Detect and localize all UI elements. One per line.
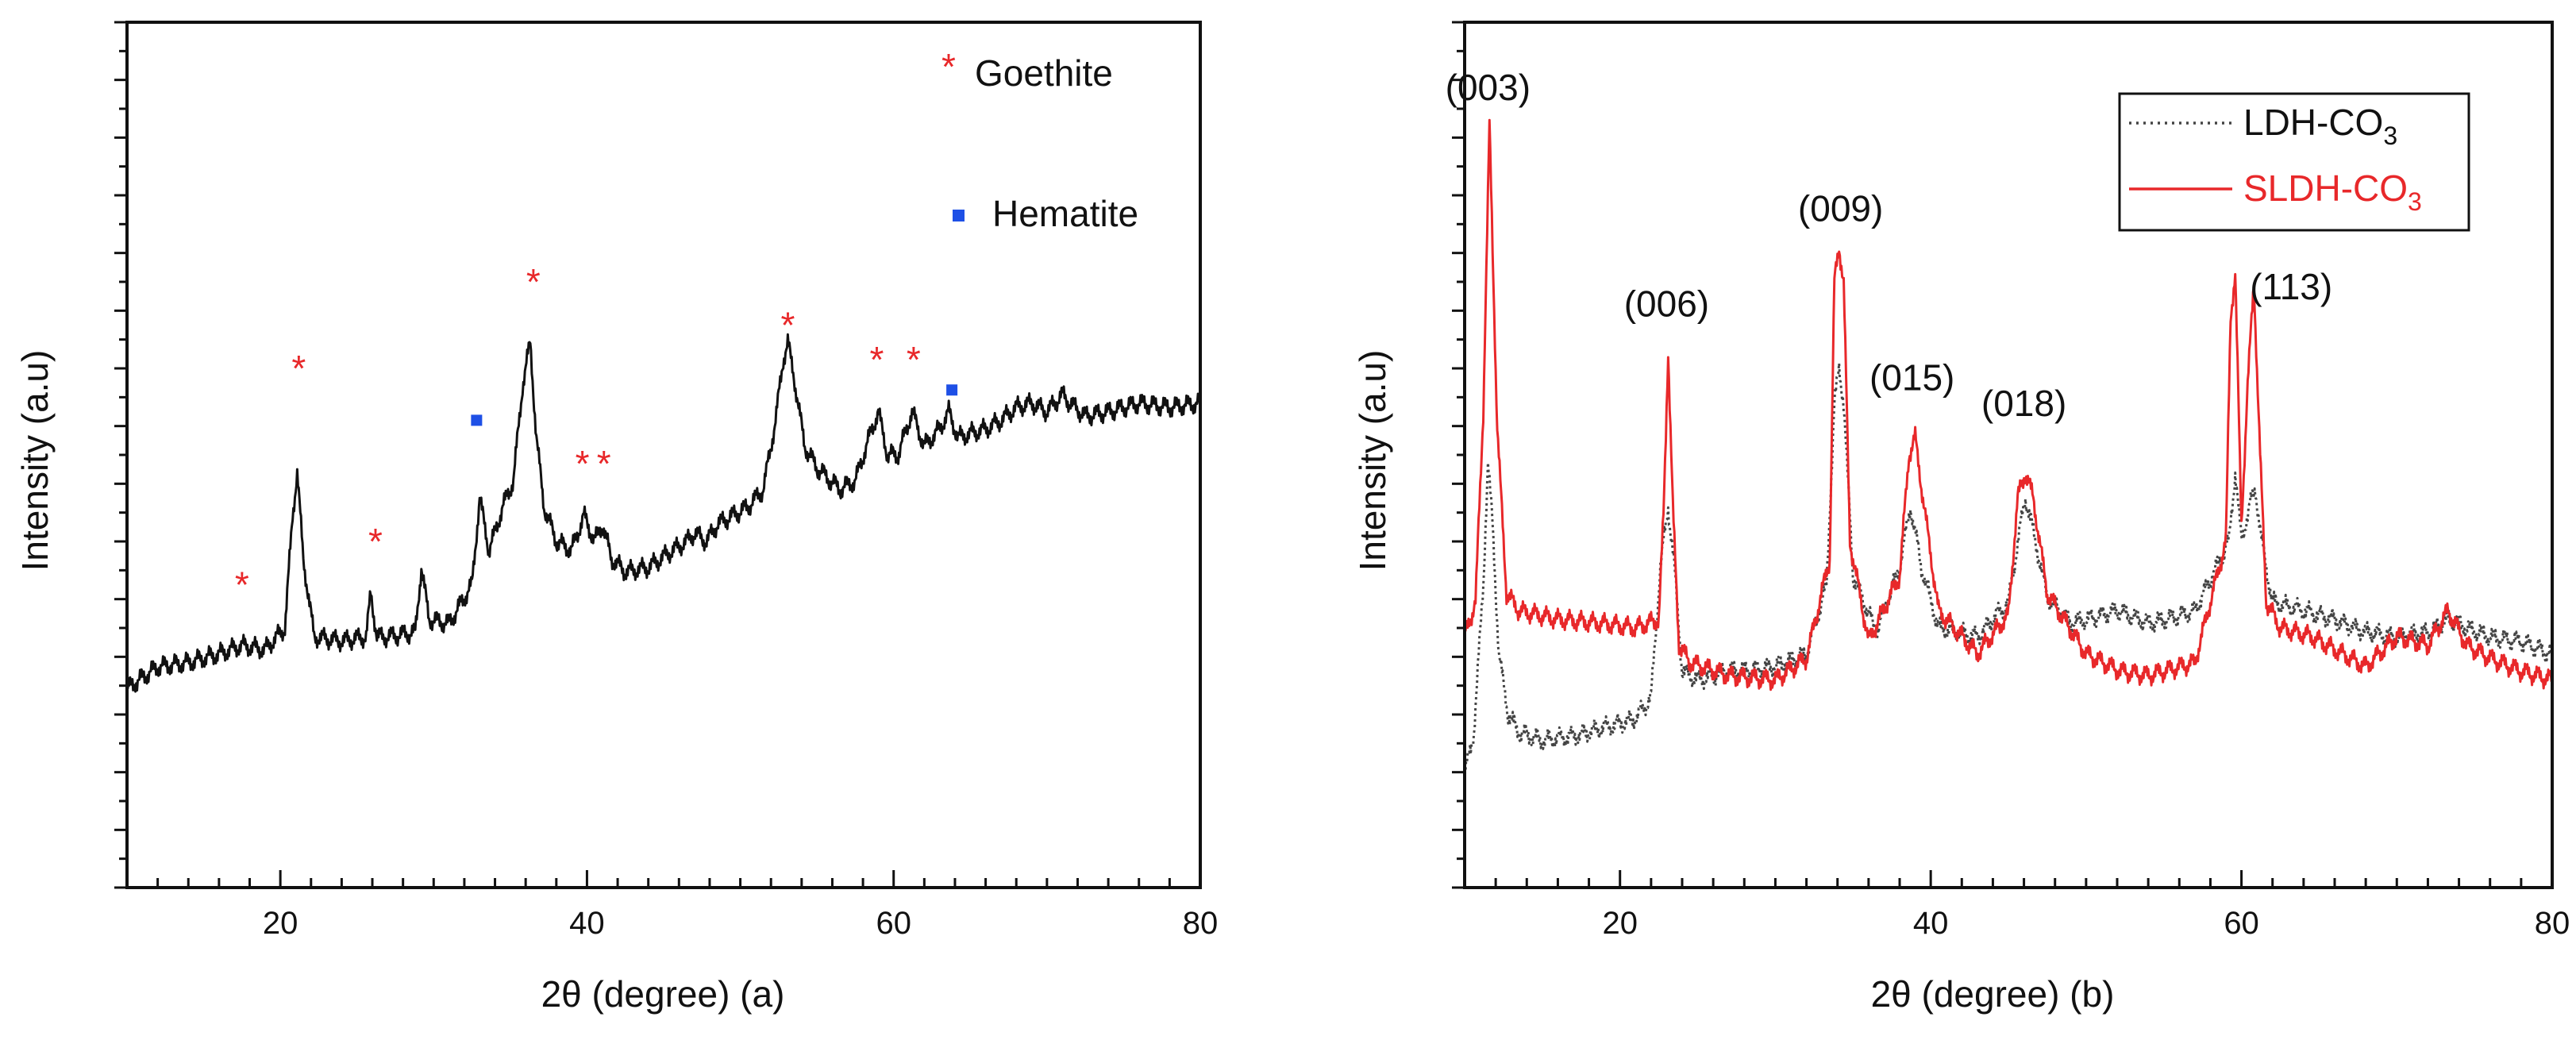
peak-label: (006) [1624, 283, 1709, 325]
goethite-marker: * [597, 443, 611, 484]
panel-a-series [126, 333, 1202, 693]
panel-a: ***** *** * 20 40 60 80 2θ (degree) (a) Inten… [14, 21, 1218, 1015]
panel-b-y-axis-label: Intensity (a.u) [1352, 350, 1393, 572]
legend-ldh-text: LDH-CO [2243, 102, 2383, 143]
panel-b-series [1463, 118, 2554, 776]
legend-ldh-subscript: 3 [2383, 121, 2397, 150]
goethite-marker: * [235, 564, 249, 606]
legend-ldh-label: LDH-CO3 [2243, 102, 2397, 150]
x-tick-label: 60 [2224, 906, 2259, 941]
panel-b-x-axis-label: 2θ (degree) (b) [1871, 973, 2115, 1015]
panel-b-legend: LDH-CO3 SLDH-CO3 [2118, 92, 2470, 232]
legend-sldh-subscript: 3 [2408, 187, 2422, 216]
legend-sldh-label: SLDH-CO3 [2243, 168, 2422, 216]
panel-a-x-tick-labels: 20 40 60 80 [263, 906, 1218, 941]
goethite-legend-label: Goethite [975, 52, 1113, 94]
x-tick-label: 40 [1913, 906, 1949, 941]
peak-label: (009) [1798, 188, 1883, 229]
goethite-marker: * [780, 305, 795, 346]
x-tick-label: 60 [876, 906, 911, 941]
goethite-marker: * [907, 339, 921, 380]
series-line-sample [126, 333, 1202, 693]
goethite-legend-symbol: * [941, 46, 956, 87]
panel-a-markers: ***** *** * [235, 261, 958, 606]
series-line-ldh-co3 [1463, 362, 2554, 776]
panel-b-frame [1463, 21, 2554, 889]
panel-a-y-axis-label: Intensity (a.u) [14, 350, 56, 572]
goethite-marker: * [576, 443, 590, 484]
legend-box [2118, 92, 2470, 232]
x-tick-label: 20 [1602, 906, 1638, 941]
panel-b-x-tick-labels: 20 40 60 80 [1602, 906, 2570, 941]
peak-label: (003) [1446, 67, 1531, 108]
peak-label: (113) [2250, 266, 2332, 307]
hematite-legend-symbol [953, 210, 965, 221]
peak-label: (018) [1981, 383, 2066, 424]
goethite-marker: * [291, 348, 306, 389]
goethite-marker: * [526, 261, 541, 302]
hematite-legend-label: Hematite [992, 193, 1138, 234]
x-tick-label: 20 [263, 906, 298, 941]
x-tick-label: 80 [2535, 906, 2570, 941]
hematite-marker [471, 414, 483, 426]
hematite-marker [946, 384, 958, 396]
series-line-sldh-co3 [1463, 118, 2554, 691]
goethite-marker: * [368, 521, 383, 562]
panel-a-x-axis-label: 2θ (degree) (a) [541, 973, 785, 1015]
panel-a-frame [125, 21, 1202, 889]
goethite-marker: * [870, 339, 884, 380]
legend-sldh-text: SLDH-CO [2243, 168, 2408, 209]
x-tick-label: 80 [1183, 906, 1219, 941]
panel-a-legend: * Goethite Hematite [941, 46, 1138, 234]
peak-label: (015) [1869, 356, 1954, 398]
x-tick-label: 40 [569, 906, 605, 941]
